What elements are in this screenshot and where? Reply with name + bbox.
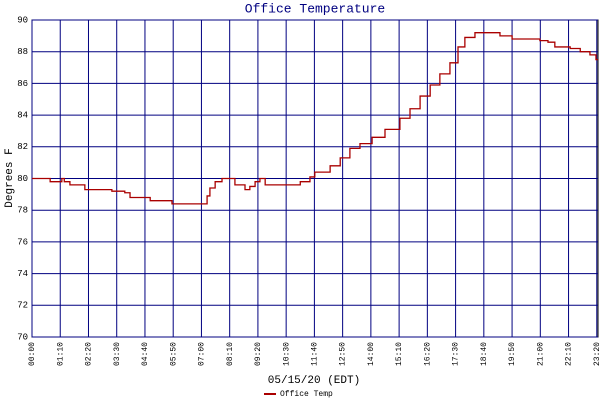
y-tick-label: 72 — [17, 301, 28, 311]
legend-label: Office Temp — [280, 390, 333, 399]
y-tick-label: 86 — [17, 79, 28, 89]
x-tick-label: 05:50 — [169, 342, 178, 366]
data-line — [32, 32, 598, 205]
y-tick-label: 76 — [17, 237, 28, 247]
x-tick-label: 21:00 — [536, 342, 545, 366]
x-tick-label: 17:30 — [452, 342, 461, 366]
chart-title: Office Temperature — [245, 1, 385, 16]
x-tick-label: 14:00 — [367, 342, 376, 366]
y-tick-label: 90 — [17, 15, 28, 25]
y-tick-label: 88 — [17, 47, 28, 57]
x-tick-label: 01:10 — [56, 342, 65, 366]
x-tick-label: 09:20 — [254, 342, 263, 366]
x-tick-label: 19:50 — [508, 342, 517, 366]
x-tick-label: 07:00 — [198, 342, 207, 366]
x-tick-label: 03:30 — [113, 342, 122, 366]
x-tick-label: 02:20 — [85, 342, 94, 366]
x-tick-label: 04:40 — [141, 342, 150, 366]
y-tick-label: 84 — [17, 110, 28, 120]
x-tick-label: 08:10 — [226, 342, 235, 366]
y-tick-label: 70 — [17, 332, 28, 342]
x-tick-label: 18:40 — [480, 342, 489, 366]
x-axis-label: 05/15/20 (EDT) — [268, 375, 360, 387]
x-tick-label: 10:30 — [282, 342, 291, 366]
x-tick-label: 23:20 — [593, 342, 600, 366]
y-tick-label: 74 — [17, 269, 28, 279]
x-tick-label: 00:00 — [28, 342, 37, 366]
y-tick-label: 82 — [17, 142, 28, 152]
x-tick-label: 16:20 — [423, 342, 432, 366]
y-axis-label: Degrees F — [4, 148, 16, 207]
x-tick-label: 12:50 — [339, 342, 348, 366]
x-tick-label: 15:10 — [395, 342, 404, 366]
x-tick-label: 22:10 — [565, 342, 574, 366]
y-tick-label: 80 — [17, 174, 28, 184]
y-tick-label: 78 — [17, 206, 28, 216]
x-tick-label: 11:40 — [311, 342, 320, 366]
